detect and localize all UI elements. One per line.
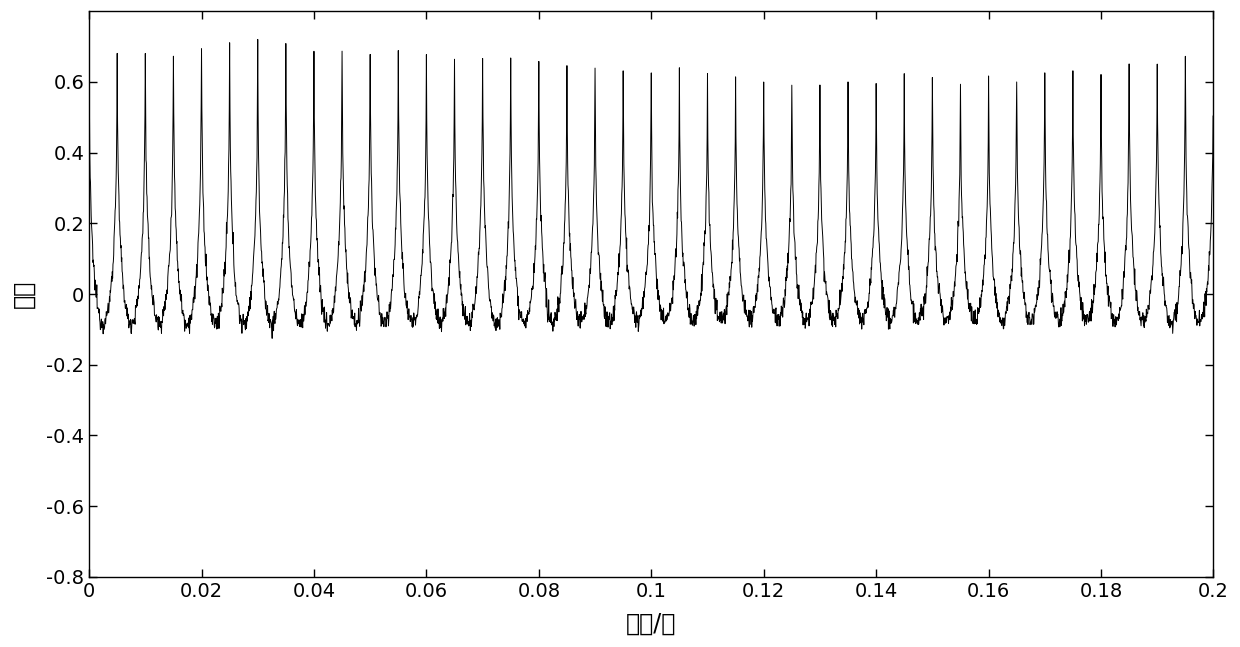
Y-axis label: 幅値: 幅値 [11, 280, 35, 308]
X-axis label: 时间/秒: 时间/秒 [626, 612, 677, 636]
